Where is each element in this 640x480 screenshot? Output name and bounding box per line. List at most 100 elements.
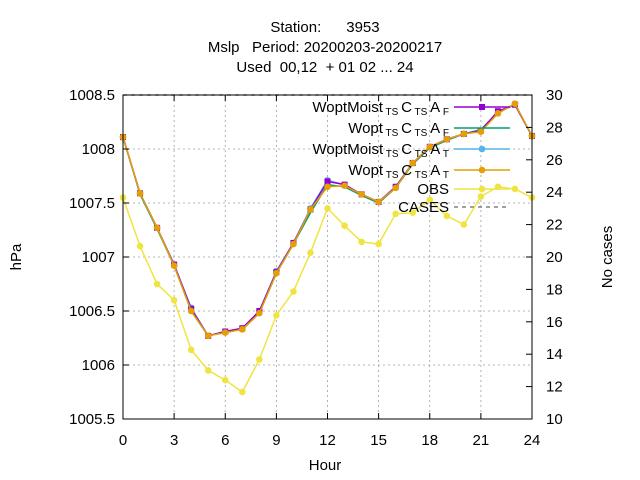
- legend-item: WoptMoist TS C TS A F: [312, 99, 510, 118]
- legend-item: OBS: [417, 181, 510, 198]
- y-tick-label: 1007.5: [69, 195, 115, 212]
- legend-marker: [478, 145, 486, 153]
- data-point: [187, 346, 195, 354]
- data-point: [307, 249, 314, 256]
- data-point: [170, 296, 178, 304]
- y2-tick-label: 30: [546, 87, 563, 104]
- x-tick-label: 3: [170, 432, 178, 449]
- y2-tick-label: 26: [546, 152, 563, 169]
- data-point: [136, 189, 144, 197]
- y-axis-ticks: 1005.5 1006 1006.5 1007 1007.5 1008 1008.5: [69, 87, 129, 428]
- y2-axis-ticks: 10 12 14 16 18 20 22 24 26 28 30: [526, 87, 563, 428]
- legend-marker: [479, 104, 485, 110]
- data-point: [341, 222, 348, 229]
- x-tick-label: 6: [221, 432, 229, 449]
- legend-marker: [478, 166, 486, 174]
- data-point: [324, 178, 331, 185]
- data-point: [290, 288, 297, 295]
- y-tick-label: 1006.5: [69, 303, 115, 320]
- data-point: [460, 130, 468, 138]
- legend-marker: [478, 185, 486, 193]
- data-point: [375, 198, 382, 206]
- data-point: [204, 332, 212, 340]
- y2-tick-label: 18: [546, 281, 563, 298]
- data-point: [392, 210, 399, 218]
- chart-title: Station: 3953 Mslp Period: 20200203-2020…: [208, 19, 442, 76]
- data-point: [153, 224, 161, 232]
- data-point: [494, 110, 502, 117]
- data-point: [409, 159, 417, 167]
- y2-tick-label: 16: [546, 314, 563, 331]
- data-point: [358, 191, 365, 198]
- y-tick-label: 1008.5: [69, 87, 115, 104]
- data-point: [341, 182, 348, 190]
- x-tick-label: 18: [421, 432, 438, 449]
- data-point: [136, 242, 144, 250]
- data-point: [238, 388, 246, 396]
- y2-tick-label: 12: [546, 379, 563, 396]
- data-point: [409, 209, 417, 217]
- data-point: [256, 356, 263, 363]
- data-point: [290, 240, 297, 248]
- data-point: [511, 100, 519, 107]
- legend-item: Wopt TS C TS A T: [348, 162, 510, 181]
- data-point: [221, 329, 229, 336]
- y2-tick-label: 14: [546, 346, 563, 363]
- y-axis-label: hPa: [8, 243, 25, 270]
- data-point: [238, 326, 246, 333]
- y2-tick-label: 28: [546, 119, 563, 136]
- series-layer: [119, 94, 536, 396]
- data-point: [256, 309, 263, 317]
- data-point: [511, 185, 519, 193]
- data-point: [221, 376, 229, 384]
- x-axis-label: Hour: [309, 457, 342, 474]
- legend-label: WoptMoist TS C TS A T: [313, 141, 449, 160]
- y-tick-label: 1008: [82, 141, 115, 158]
- y2-tick-label: 22: [546, 217, 563, 234]
- legend-label: OBS: [417, 181, 449, 198]
- x-tick-label: 24: [524, 432, 541, 449]
- legend-label: WoptMoist TS C TS A F: [312, 99, 449, 118]
- x-tick-label: 9: [272, 432, 280, 449]
- legend-label: Wopt TS C TS A T: [348, 162, 449, 181]
- title-line-1: Station: 3953: [270, 19, 379, 36]
- x-tick-label: 21: [473, 432, 490, 449]
- y-tick-label: 1006: [82, 357, 115, 374]
- legend-label: CASES: [398, 199, 449, 216]
- data-point: [477, 128, 485, 136]
- data-point: [273, 312, 280, 319]
- data-point: [187, 307, 195, 315]
- data-point: [324, 183, 331, 191]
- legend-item: CASES: [398, 199, 510, 216]
- legend-label: Wopt TS C TS A F: [348, 120, 449, 139]
- data-point: [426, 196, 434, 204]
- data-point: [443, 135, 451, 143]
- data-point: [477, 193, 485, 200]
- data-point: [170, 262, 178, 269]
- title-line-3: Used 00,12 + 01 02 ... 24: [236, 59, 413, 76]
- data-point: [375, 240, 382, 248]
- data-point: [443, 212, 451, 220]
- data-point: [324, 205, 331, 212]
- y2-tick-label: 24: [546, 184, 563, 201]
- data-point: [204, 367, 212, 374]
- legend-item: Wopt TS C TS A F: [348, 120, 510, 139]
- data-point: [307, 206, 314, 213]
- x-tick-label: 0: [119, 432, 127, 449]
- series-obs: [119, 183, 536, 396]
- data-point: [358, 238, 365, 246]
- x-tick-label: 12: [319, 432, 336, 449]
- data-point: [460, 221, 468, 228]
- title-line-2: Mslp Period: 20200203-20200217: [208, 39, 442, 56]
- data-point: [153, 280, 161, 288]
- y-tick-label: 1007: [82, 249, 115, 266]
- x-tick-label: 15: [370, 432, 387, 449]
- y2-axis-label: No cases: [599, 226, 616, 289]
- x-axis-ticks: 0 3 6 9 12 15 18 21 24: [119, 95, 541, 449]
- y2-tick-label: 10: [546, 411, 563, 428]
- legend-item: WoptMoist TS C TS A T: [313, 141, 510, 160]
- data-point: [392, 184, 399, 192]
- y2-tick-label: 20: [546, 249, 563, 266]
- data-point: [426, 143, 434, 151]
